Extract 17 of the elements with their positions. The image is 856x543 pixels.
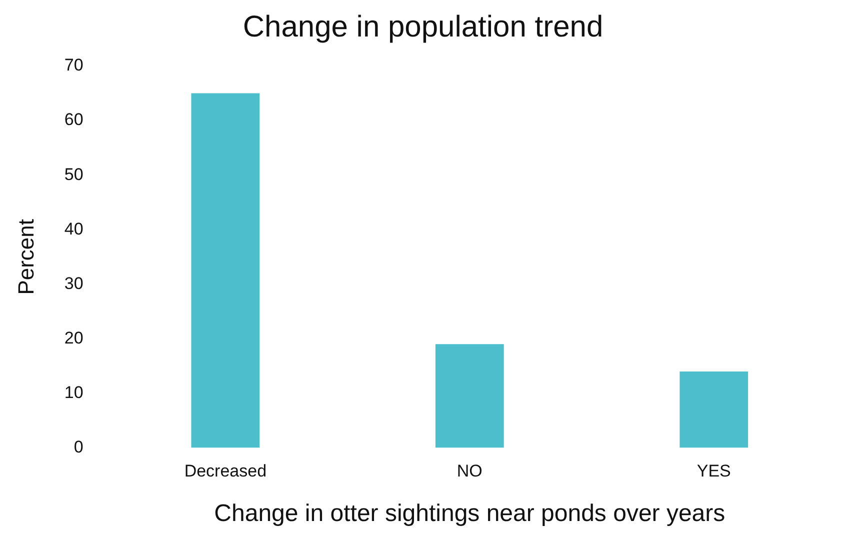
- y-tick-label: 30: [64, 274, 84, 293]
- x-tick-label: Decreased: [184, 462, 267, 481]
- y-tick-label: 40: [64, 219, 84, 238]
- bar: [191, 93, 260, 448]
- x-axis-title: Change in otter sightings near ponds over years: [214, 500, 726, 528]
- y-tick-label: 20: [64, 328, 84, 348]
- y-tick-label: 70: [64, 56, 84, 75]
- y-axis-title: Percent: [13, 218, 38, 295]
- chart-title: Change in population trend: [242, 10, 604, 44]
- y-tick-label: 60: [64, 110, 84, 130]
- bar: [680, 371, 748, 448]
- bar: [435, 344, 504, 448]
- y-tick-label: 0: [74, 437, 84, 456]
- y-tick-label: 50: [64, 164, 84, 184]
- x-tick-label: YES: [696, 462, 731, 481]
- y-tick-label: 10: [64, 382, 84, 402]
- x-tick-label: NO: [456, 462, 482, 481]
